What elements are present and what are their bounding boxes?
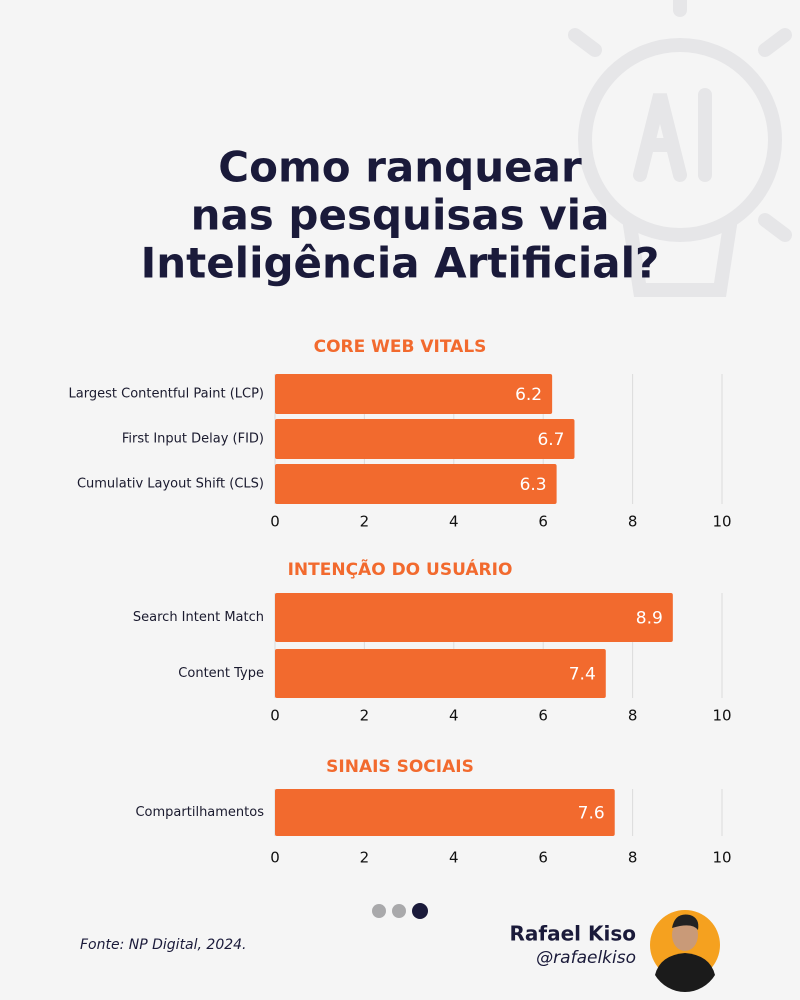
value-label: 6.7 <box>537 430 564 450</box>
dot[interactable] <box>392 904 406 918</box>
x-tick-label: 10 <box>712 707 731 725</box>
dot-active[interactable] <box>412 903 428 919</box>
title-line: Inteligência Artificial? <box>141 239 660 288</box>
category-label: Content Type <box>178 666 264 681</box>
x-tick-label: 0 <box>270 513 280 531</box>
x-tick-label: 4 <box>449 513 459 531</box>
avatar <box>650 910 720 992</box>
title-line: Como ranquear <box>218 143 582 192</box>
bar <box>275 649 606 698</box>
bulb-decoration <box>568 0 792 297</box>
chart-title: INTENÇÃO DO USUÁRIO <box>288 557 513 580</box>
category-label: Compartilhamentos <box>135 805 264 820</box>
bar-chart: INTENÇÃO DO USUÁRIO 0 2 4 6 8 10 Search Intent … <box>133 557 732 725</box>
chart-title: SINAIS SOCIAIS <box>326 757 474 777</box>
x-tick-label: 0 <box>270 707 280 725</box>
x-tick-label: 6 <box>538 513 548 531</box>
x-tick-label: 6 <box>538 707 548 725</box>
source: Fonte: NP Digital, 2024. <box>80 937 247 953</box>
x-tick-label: 4 <box>449 849 459 867</box>
value-label: 8.9 <box>636 609 663 629</box>
title-line: nas pesquisas via <box>191 191 610 240</box>
x-tick-label: 10 <box>712 849 731 867</box>
value-label: 6.3 <box>520 475 547 495</box>
x-tick-label: 8 <box>628 849 638 867</box>
x-tick-label: 8 <box>628 513 638 531</box>
x-tick-label: 2 <box>360 707 370 725</box>
bar <box>275 789 615 836</box>
x-tick-label: 4 <box>449 707 459 725</box>
x-tick-label: 10 <box>712 513 731 531</box>
category-label: Search Intent Match <box>133 610 264 625</box>
bar <box>275 374 553 414</box>
x-tick-label: 2 <box>360 849 370 867</box>
bar-chart: CORE WEB VITALS 0 2 4 6 8 10 Largest Contentful… <box>69 337 732 531</box>
category-label: Largest Contentful Paint (LCP) <box>69 387 264 402</box>
bar-chart: SINAIS SOCIAIS 0 2 4 6 8 10 Compartilhamentos 7.… <box>135 757 731 867</box>
chart-title: CORE WEB VITALS <box>314 337 487 357</box>
x-tick-label: 0 <box>270 849 280 867</box>
x-tick-label: 8 <box>628 707 638 725</box>
category-label: First Input Delay (FID) <box>122 432 264 447</box>
charts: CORE WEB VITALS 0 2 4 6 8 10 Largest Contentful… <box>69 337 732 867</box>
value-label: 7.4 <box>569 665 596 685</box>
pagination <box>372 903 428 919</box>
value-label: 7.6 <box>578 804 605 824</box>
bar <box>275 419 575 459</box>
x-tick-label: 2 <box>360 513 370 531</box>
bar <box>275 464 557 504</box>
author-name: Rafael Kiso <box>510 922 636 946</box>
bar <box>275 593 673 642</box>
category-label: Cumulativ Layout Shift (CLS) <box>77 477 264 492</box>
value-label: 6.2 <box>515 385 542 405</box>
x-tick-label: 6 <box>538 849 548 867</box>
author-handle: @rafaelkiso <box>536 948 636 968</box>
dot[interactable] <box>372 904 386 918</box>
